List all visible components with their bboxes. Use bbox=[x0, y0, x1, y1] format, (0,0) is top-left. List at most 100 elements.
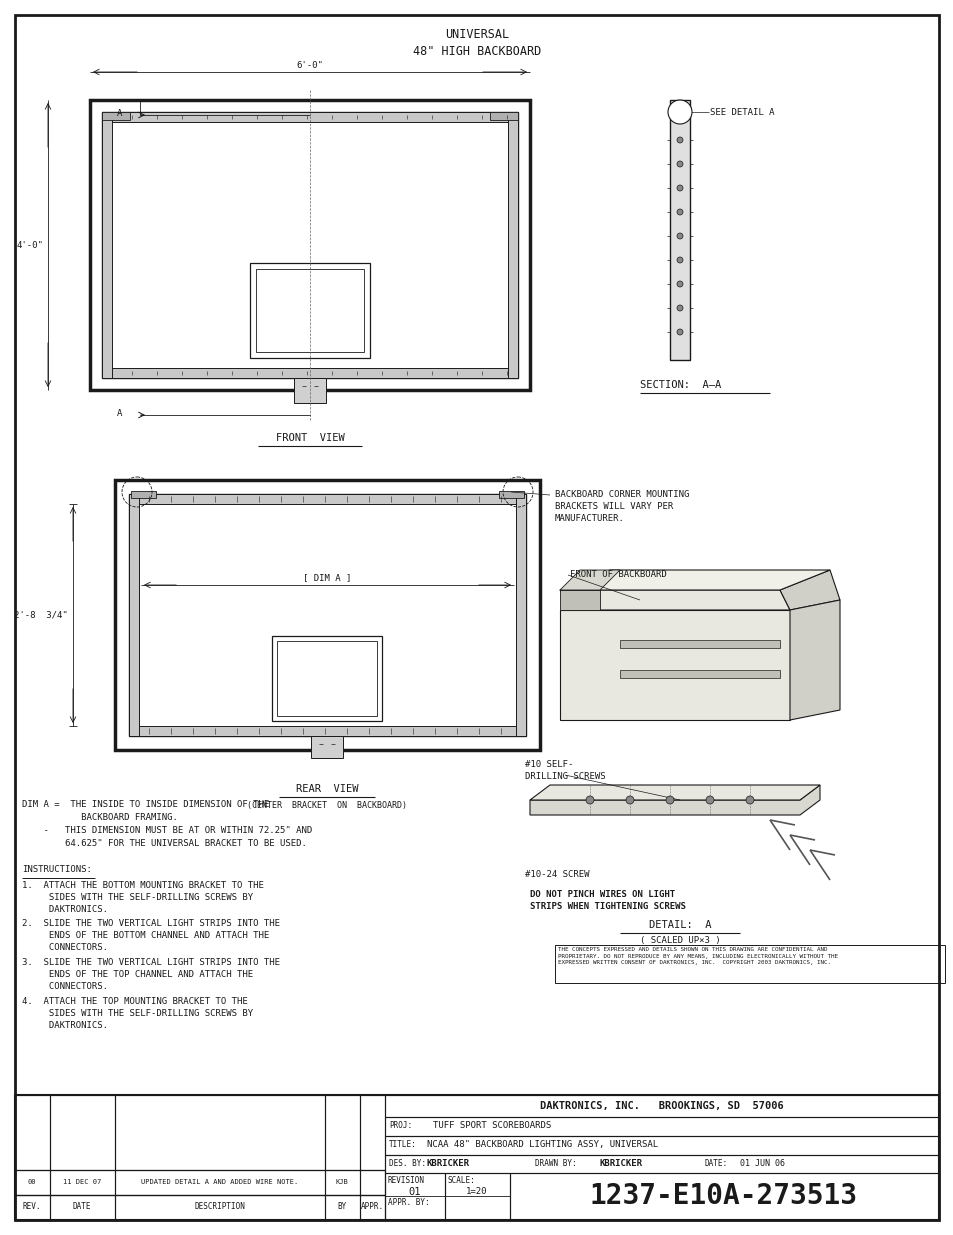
Bar bbox=[325, 1195, 359, 1220]
Bar bbox=[507, 112, 517, 378]
Circle shape bbox=[625, 797, 634, 804]
Bar bbox=[102, 368, 517, 378]
Bar bbox=[311, 736, 343, 758]
Circle shape bbox=[677, 185, 682, 191]
Text: TUFF SPORT SCOREBOARDS: TUFF SPORT SCOREBOARDS bbox=[433, 1121, 551, 1130]
Bar bbox=[15, 1170, 50, 1195]
Circle shape bbox=[677, 329, 682, 335]
Bar bbox=[102, 112, 517, 122]
Bar bbox=[50, 1095, 115, 1170]
Text: SEE DETAIL A: SEE DETAIL A bbox=[709, 107, 774, 116]
Circle shape bbox=[677, 209, 682, 215]
Text: 3.  SLIDE THE TWO VERTICAL LIGHT STRIPS INTO THE
     ENDS OF THE TOP CHANNEL AN: 3. SLIDE THE TWO VERTICAL LIGHT STRIPS I… bbox=[22, 958, 280, 990]
Text: NCAA 48" BACKBOARD LIGHTING ASSY, UNIVERSAL: NCAA 48" BACKBOARD LIGHTING ASSY, UNIVER… bbox=[427, 1140, 658, 1150]
Bar bbox=[516, 494, 525, 736]
Text: 1=20: 1=20 bbox=[466, 1188, 487, 1197]
Bar bbox=[444, 1173, 510, 1220]
Text: #10 SELF-
DRILLING SCREWS: #10 SELF- DRILLING SCREWS bbox=[524, 760, 605, 781]
Polygon shape bbox=[789, 600, 840, 720]
Text: 1237-E10A-273513: 1237-E10A-273513 bbox=[589, 1182, 857, 1210]
Bar bbox=[669, 100, 689, 359]
Bar bbox=[115, 1095, 325, 1170]
Text: KJB: KJB bbox=[335, 1179, 348, 1186]
Bar bbox=[385, 1155, 938, 1173]
Text: DRAWN BY:: DRAWN BY: bbox=[535, 1160, 576, 1168]
Bar bbox=[15, 1095, 50, 1170]
Bar bbox=[385, 1136, 938, 1155]
Circle shape bbox=[585, 797, 594, 804]
Text: A: A bbox=[116, 409, 122, 417]
Circle shape bbox=[705, 797, 713, 804]
Polygon shape bbox=[559, 590, 599, 610]
Bar bbox=[50, 1195, 115, 1220]
Bar bbox=[325, 1095, 359, 1170]
Text: DATE: DATE bbox=[72, 1203, 91, 1212]
Bar bbox=[555, 945, 944, 983]
Bar bbox=[490, 112, 517, 120]
Bar bbox=[385, 1173, 444, 1220]
Bar bbox=[619, 640, 780, 648]
Text: DATE:: DATE: bbox=[704, 1160, 727, 1168]
Text: FRONT OF BACKBOARD: FRONT OF BACKBOARD bbox=[569, 571, 666, 579]
Text: 2'-8  3/4": 2'-8 3/4" bbox=[14, 610, 68, 620]
Polygon shape bbox=[559, 610, 789, 720]
Circle shape bbox=[665, 797, 673, 804]
Bar bbox=[131, 492, 156, 498]
Bar bbox=[129, 494, 139, 736]
Text: THE CONCEPTS EXPRESSED AND DETAILS SHOWN ON THIS DRAWING ARE CONFIDENTIAL AND
PR: THE CONCEPTS EXPRESSED AND DETAILS SHOWN… bbox=[558, 947, 837, 966]
Text: 01 JUN 06: 01 JUN 06 bbox=[740, 1160, 784, 1168]
Text: TITLE:: TITLE: bbox=[389, 1140, 416, 1150]
Text: 64.625" FOR THE UNIVERSAL BRACKET TO BE USED.: 64.625" FOR THE UNIVERSAL BRACKET TO BE … bbox=[22, 839, 307, 848]
Bar bbox=[129, 494, 525, 736]
Bar bbox=[359, 1170, 385, 1195]
Text: BY: BY bbox=[337, 1203, 346, 1212]
Polygon shape bbox=[559, 571, 829, 590]
Bar bbox=[385, 1116, 938, 1136]
Text: (CENTER  BRACKET  ON  BACKBOARD): (CENTER BRACKET ON BACKBOARD) bbox=[247, 802, 407, 810]
Text: PROJ:: PROJ: bbox=[389, 1121, 412, 1130]
Text: 6'-0": 6'-0" bbox=[296, 61, 323, 70]
Bar bbox=[15, 1195, 50, 1220]
Text: 4.  ATTACH THE TOP MOUNTING BRACKET TO THE
     SIDES WITH THE SELF-DRILLING SCR: 4. ATTACH THE TOP MOUNTING BRACKET TO TH… bbox=[22, 997, 253, 1030]
Text: 11 DEC 07: 11 DEC 07 bbox=[63, 1179, 101, 1186]
Text: APPR.: APPR. bbox=[360, 1203, 383, 1212]
Text: 00: 00 bbox=[28, 1179, 36, 1186]
Bar bbox=[359, 1095, 385, 1170]
Bar bbox=[510, 1173, 938, 1220]
Bar bbox=[276, 641, 376, 716]
Text: UPDATED DETAIL A AND ADDED WIRE NOTE.: UPDATED DETAIL A AND ADDED WIRE NOTE. bbox=[141, 1179, 298, 1186]
Text: DESCRIPTION: DESCRIPTION bbox=[194, 1203, 245, 1212]
Text: 01: 01 bbox=[408, 1187, 421, 1197]
Text: DIM A =  THE INSIDE TO INSIDE DIMENSION OF THE: DIM A = THE INSIDE TO INSIDE DIMENSION O… bbox=[22, 800, 269, 809]
Text: DETAIL:  A: DETAIL: A bbox=[648, 920, 711, 930]
Text: INSTRUCTIONS:: INSTRUCTIONS: bbox=[22, 864, 91, 874]
Text: 1.  ATTACH THE BOTTOM MOUNTING BRACKET TO THE
     SIDES WITH THE SELF-DRILLING : 1. ATTACH THE BOTTOM MOUNTING BRACKET TO… bbox=[22, 881, 264, 914]
Text: [ DIM A ]: [ DIM A ] bbox=[302, 573, 351, 582]
Circle shape bbox=[677, 257, 682, 263]
Bar bbox=[15, 1095, 938, 1220]
Bar bbox=[102, 112, 517, 378]
Text: KBRICKER: KBRICKER bbox=[427, 1160, 470, 1168]
Bar bbox=[359, 1195, 385, 1220]
Bar bbox=[272, 636, 381, 721]
Bar bbox=[325, 1170, 359, 1195]
Polygon shape bbox=[530, 785, 820, 800]
Text: FRONT  VIEW: FRONT VIEW bbox=[275, 433, 344, 443]
Bar bbox=[250, 263, 370, 358]
Circle shape bbox=[745, 797, 753, 804]
Text: REAR  VIEW: REAR VIEW bbox=[295, 784, 358, 794]
Bar bbox=[115, 1195, 325, 1220]
Bar bbox=[129, 726, 525, 736]
Text: SECTION:  A–A: SECTION: A–A bbox=[639, 380, 720, 390]
Bar bbox=[129, 494, 525, 504]
Bar bbox=[498, 492, 523, 498]
Circle shape bbox=[677, 233, 682, 240]
Text: UNIVERSAL
48" HIGH BACKBOARD: UNIVERSAL 48" HIGH BACKBOARD bbox=[413, 28, 540, 58]
Bar bbox=[50, 1170, 115, 1195]
Text: DES. BY:: DES. BY: bbox=[389, 1160, 426, 1168]
Bar bbox=[115, 1170, 325, 1195]
Text: KBRICKER: KBRICKER bbox=[599, 1160, 642, 1168]
Text: 4'-0": 4'-0" bbox=[16, 241, 43, 249]
Bar bbox=[15, 1195, 385, 1220]
Bar bbox=[255, 269, 364, 352]
